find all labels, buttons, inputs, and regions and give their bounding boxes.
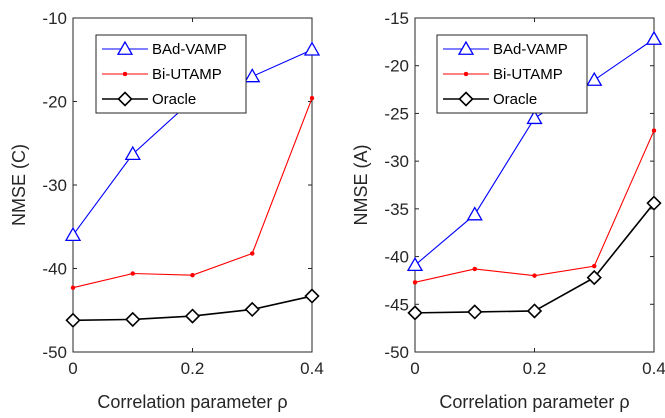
legend-marker-bi-utamp	[122, 71, 128, 77]
data-point-oracle	[304, 288, 320, 304]
data-point-bi-utamp	[651, 128, 657, 133]
data-point-oracle	[244, 301, 260, 318]
x-tick-label: 0.2	[181, 359, 205, 378]
data-point-oracle	[586, 269, 602, 286]
y-axis-label: NMSE (C)	[9, 144, 29, 226]
x-tick-label: 0.2	[523, 359, 547, 378]
data-point-bad-vamp	[526, 109, 543, 125]
x-axis-label: Correlation parameter ρ	[97, 392, 287, 412]
x-tick-label: 0	[410, 359, 419, 378]
legend-label-oracle: Oracle	[493, 91, 537, 108]
y-tick-label: -35	[384, 200, 409, 219]
data-point-oracle	[407, 305, 423, 321]
legend-label-bi-utamp: Bi-UTAMP	[152, 66, 222, 83]
legend-marker-oracle	[458, 91, 474, 107]
series-bi-utamp	[412, 128, 657, 285]
legend-marker-bad-vamp	[457, 40, 475, 55]
x-axis-label: Correlation parameter ρ	[439, 392, 629, 412]
data-point-bad-vamp	[244, 68, 261, 83]
data-point-oracle	[184, 308, 201, 324]
legend-label-bad-vamp: BAd-VAMP	[493, 41, 568, 58]
y-tick-label: -45	[384, 295, 409, 314]
chart-nmse-c: -10 -20 -30 -40 -500 0.2 0.4 Correlation parame…	[9, 9, 324, 412]
series-bad-vamp	[406, 30, 663, 272]
series-oracle	[65, 288, 320, 328]
legend: BAd-VAMP Bi-UTAMP Oracle	[95, 34, 247, 114]
legend-marker-bad-vamp	[116, 40, 134, 55]
series-line-bi-utamp	[414, 130, 655, 283]
y-tick-label: -10	[42, 9, 67, 28]
series-line-bi-utamp	[72, 97, 313, 289]
data-point-oracle	[467, 304, 483, 320]
data-point-bi-utamp	[309, 95, 315, 101]
data-point-bad-vamp	[406, 256, 424, 272]
data-point-bad-vamp	[645, 30, 663, 45]
y-tick-label: -25	[384, 104, 409, 123]
y-tick-label: -40	[42, 260, 67, 279]
legend: BAd-VAMP Bi-UTAMP Oracle	[436, 34, 588, 114]
data-point-bi-utamp	[70, 285, 76, 290]
data-point-bi-utamp	[592, 263, 597, 269]
series-line-oracle	[414, 202, 655, 314]
y-axis-label: NMSE (A)	[351, 145, 371, 226]
data-point-bad-vamp	[586, 71, 603, 86]
y-tick-label: -40	[384, 248, 409, 267]
data-point-bad-vamp	[303, 41, 321, 56]
data-point-bi-utamp	[250, 251, 255, 256]
y-tick-label: -50	[384, 343, 409, 362]
y-tick-label: -15	[384, 9, 409, 28]
data-point-bi-utamp	[532, 273, 537, 278]
legend-marker-bi-utamp	[463, 71, 469, 77]
legend-label-oracle: Oracle	[152, 91, 196, 108]
x-tick-label: 0.4	[642, 359, 665, 378]
legend-marker-oracle	[117, 91, 133, 107]
x-tick-label: 0	[68, 359, 77, 378]
data-point-bi-utamp	[130, 271, 135, 276]
y-tick-label: -20	[384, 57, 409, 76]
data-point-oracle	[526, 303, 543, 319]
chart-nmse-a: -15 -20 -25 -30 -35 -40 -45 -500 0.2 0.4 Correlati…	[351, 9, 665, 412]
data-point-oracle	[646, 195, 662, 211]
y-tick-label: -50	[42, 343, 67, 362]
data-point-bad-vamp	[64, 226, 82, 242]
data-point-bad-vamp	[124, 145, 141, 161]
data-point-bi-utamp	[190, 272, 195, 278]
x-tick-label: 0.4	[300, 359, 324, 378]
y-tick-label: -30	[42, 176, 67, 195]
legend-label-bi-utamp: Bi-UTAMP	[493, 66, 563, 83]
legend-label-bad-vamp: BAd-VAMP	[152, 41, 227, 58]
y-tick-label: -20	[42, 93, 67, 112]
data-point-bad-vamp	[466, 206, 483, 221]
data-point-bi-utamp	[472, 266, 477, 272]
series-bi-utamp	[70, 95, 315, 290]
data-point-bi-utamp	[412, 280, 418, 285]
data-point-oracle	[65, 312, 81, 328]
series-oracle	[407, 195, 662, 321]
y-tick-label: -30	[384, 152, 409, 171]
data-point-oracle	[125, 311, 141, 328]
